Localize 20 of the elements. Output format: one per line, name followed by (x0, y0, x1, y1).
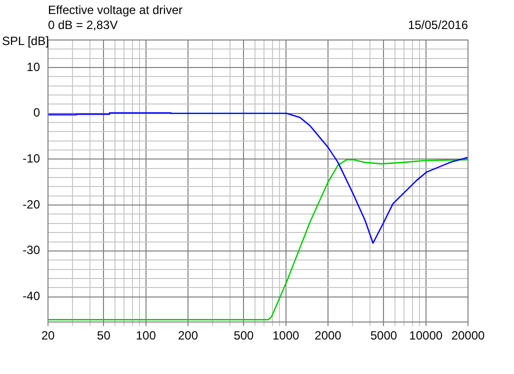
x-tick-label: 20 (41, 328, 55, 343)
x-tick-label: 50 (97, 328, 111, 343)
y-tick-label: -20 (22, 197, 40, 212)
y-axis-title: SPL [dB] (2, 34, 49, 48)
y-tick-label: -30 (22, 243, 40, 258)
chart-subtitle: 0 dB = 2,83V (48, 18, 118, 32)
x-tick-label: 1000 (272, 328, 300, 343)
y-tick-label: 0 (33, 106, 40, 120)
x-tick-label: 100 (136, 328, 156, 343)
x-tick-label: 20000 (451, 328, 486, 343)
x-tick-label: 2000 (314, 328, 342, 343)
y-tick-label: -40 (22, 289, 40, 304)
y-tick-label: -10 (22, 152, 40, 166)
x-tick-label: 200 (178, 328, 198, 343)
x-tick-label: 500 (234, 328, 254, 343)
x-tick-label: 10000 (409, 328, 443, 343)
y-tick-label: 10 (26, 60, 40, 74)
x-tick-label: 5000 (370, 328, 398, 343)
chart-title: Effective voltage at driver (48, 3, 183, 17)
text: 15/05/2016 (408, 18, 468, 32)
